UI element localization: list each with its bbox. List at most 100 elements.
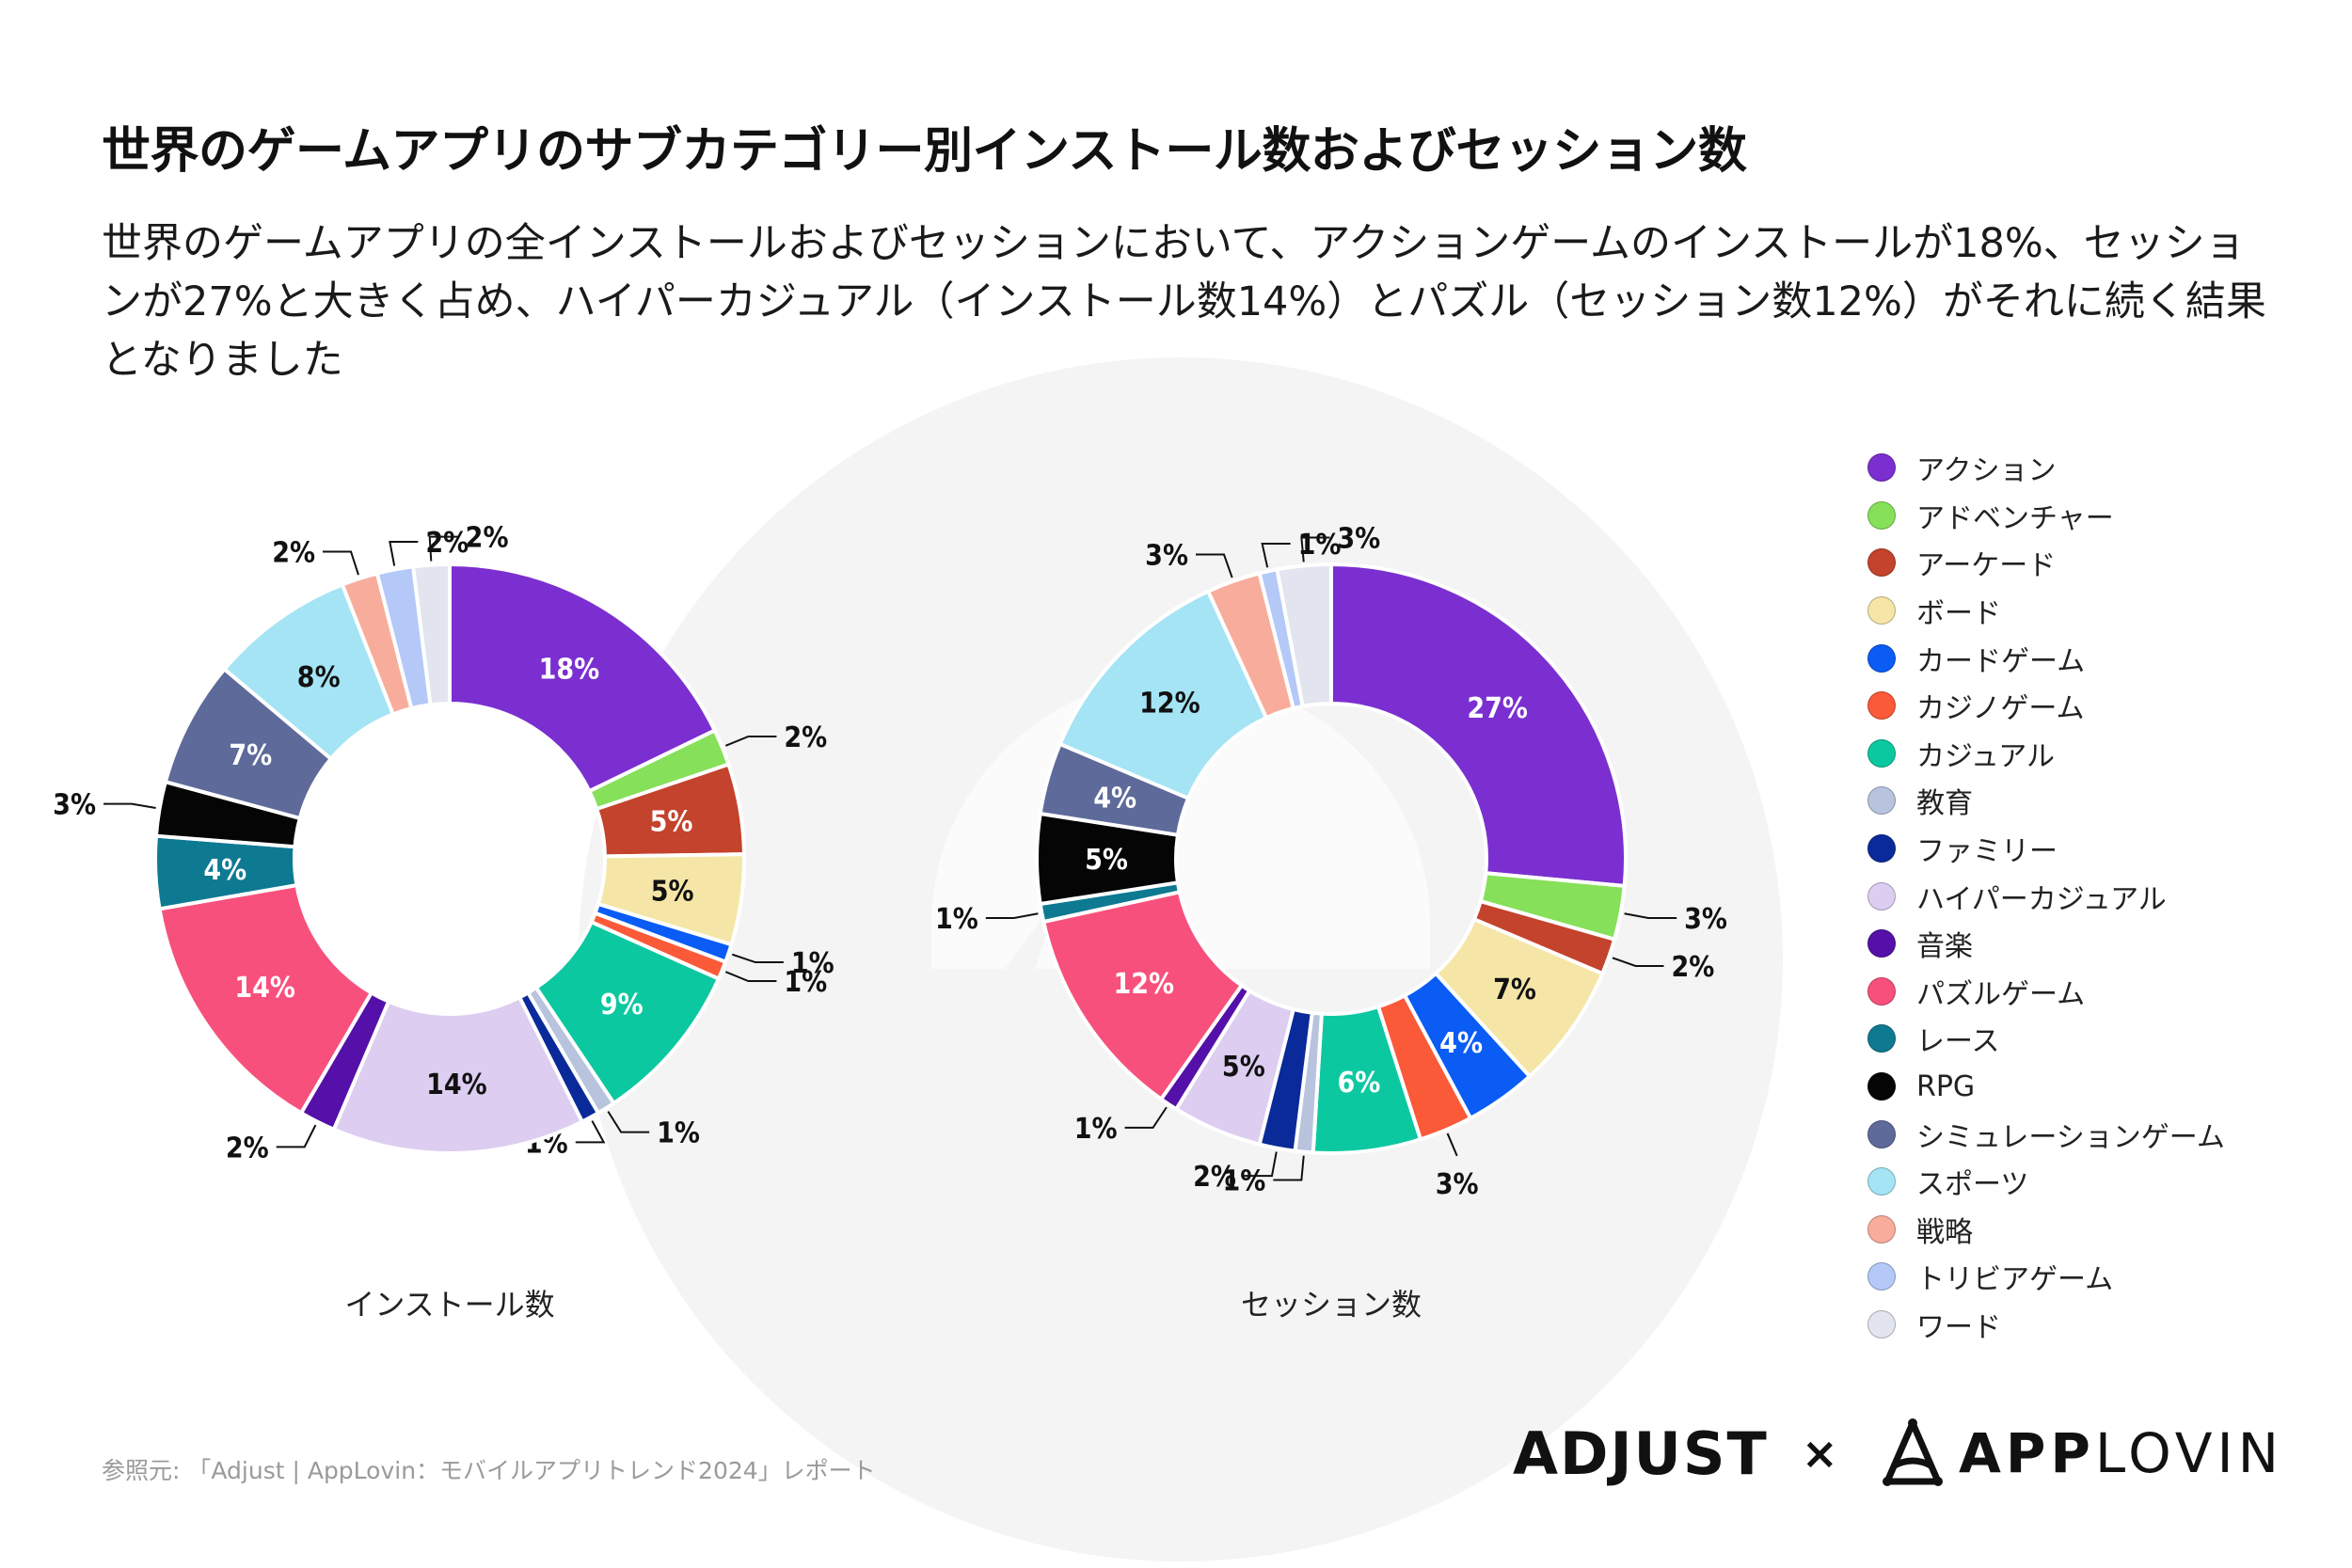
legend: アクション アドベンチャー アーケード ボード カードゲーム カジノゲーム カジ… <box>1867 444 2225 1348</box>
slice-label: 9% <box>600 989 644 1022</box>
legend-swatch <box>1867 643 1896 673</box>
leader-line <box>731 953 784 964</box>
legend-swatch <box>1867 500 1896 530</box>
slice-label: 12% <box>1113 968 1174 1001</box>
legend-label: レース <box>1916 1025 2000 1059</box>
slice-label: 5% <box>1222 1051 1265 1084</box>
legend-label: カジノゲーム <box>1916 692 2085 726</box>
slice-label: 1% <box>791 947 834 980</box>
leader-line <box>1300 536 1330 562</box>
legend-item: アーケード <box>1867 539 2225 587</box>
donut-slice <box>410 562 452 707</box>
slice-label: 2% <box>425 527 469 560</box>
slice-label: 12% <box>1139 688 1200 721</box>
legend-swatch <box>1867 1214 1896 1243</box>
leader-line <box>103 802 156 810</box>
legend-label: 教育 <box>1916 787 1973 821</box>
legend-swatch <box>1867 1262 1896 1291</box>
legend-label: ファミリー <box>1916 835 2058 869</box>
slice-label: 2% <box>272 536 315 569</box>
legend-label: 音楽 <box>1916 930 1973 964</box>
slice-label: 4% <box>1439 1027 1483 1060</box>
legend-item: ファミリー <box>1867 825 2225 873</box>
legend-item: ワード <box>1867 1301 2225 1349</box>
slice-label: 3% <box>1145 539 1188 572</box>
adjust-logo: ADJUST <box>1513 1418 1769 1488</box>
legend-item: カードゲーム <box>1867 634 2225 682</box>
legend-swatch <box>1867 1119 1896 1148</box>
slice-label: 5% <box>650 805 693 838</box>
applovin-icon <box>1883 1418 1943 1486</box>
legend-item: シミュレーションゲーム <box>1867 1110 2225 1158</box>
legend-label: シミュレーションゲーム <box>1916 1120 2225 1154</box>
slice-label: 27% <box>1467 692 1528 725</box>
legend-swatch <box>1867 976 1896 1006</box>
legend-item: レース <box>1867 1015 2225 1063</box>
installs-donut: 18%2%5%5%1%1%9%1%1%14%2%14%4%3%7%8%2% 2%2… <box>53 522 834 1165</box>
chart-subtitle: 世界のゲームアプリの全インストールおよびセッションにおいて、アクションゲームのイ… <box>102 220 2266 384</box>
slice-label: 8% <box>297 661 341 694</box>
leader-line <box>1446 1132 1458 1157</box>
legend-item: トリビアゲーム <box>1867 1253 2225 1301</box>
legend-label: カードゲーム <box>1916 644 2086 678</box>
leader-line <box>607 1111 650 1133</box>
legend-label: アーケード <box>1916 549 2057 583</box>
slice-label: 14% <box>234 972 295 1005</box>
legend-item: カジノゲーム <box>1867 682 2225 730</box>
legend-swatch <box>1867 834 1896 863</box>
legend-label: ワード <box>1916 1310 2001 1344</box>
slice-label: 2% <box>226 1132 269 1164</box>
leader-line <box>323 550 359 576</box>
chart-title: 世界のゲームアプリのサブカテゴリー別インストール数およびセッション数 <box>102 123 1747 180</box>
legend-swatch <box>1867 1072 1896 1101</box>
legend-swatch <box>1867 548 1896 578</box>
slice-label: 18% <box>539 653 600 686</box>
legend-label: アドベンチャー <box>1916 501 2114 535</box>
legend-swatch <box>1867 1024 1896 1053</box>
legend-swatch <box>1867 1167 1896 1196</box>
legend-label: RPG <box>1916 1069 1976 1103</box>
legend-item: 教育 <box>1867 777 2225 825</box>
leader-line <box>985 912 1039 920</box>
leader-line <box>575 1120 606 1144</box>
legend-swatch <box>1867 738 1896 768</box>
slice-label: 2% <box>1672 951 1715 984</box>
leader-line <box>1243 1151 1278 1178</box>
leader-line <box>389 540 419 566</box>
donut-slice <box>448 562 718 794</box>
legend-swatch <box>1867 453 1896 483</box>
donut-slice <box>331 994 585 1155</box>
legend-label: パズルゲーム <box>1916 977 2086 1011</box>
slice-label: 1% <box>784 966 827 999</box>
slice-label: 14% <box>426 1069 487 1101</box>
applovin-app-text: APP <box>1959 1421 2095 1485</box>
slice-label: 2% <box>466 522 509 555</box>
leader-line <box>1624 912 1677 920</box>
leader-line <box>1612 957 1664 967</box>
legend-swatch <box>1867 596 1896 626</box>
legend-item: 戦略 <box>1867 1206 2225 1254</box>
leader-line <box>724 735 777 747</box>
legend-swatch <box>1867 1309 1896 1338</box>
legend-swatch <box>1867 691 1896 721</box>
legend-item: アドベンチャー <box>1867 492 2225 540</box>
slice-label: 2% <box>784 721 827 754</box>
legend-swatch <box>1867 786 1896 816</box>
slice-label: 3% <box>1684 903 1727 936</box>
legend-item: スポーツ <box>1867 1158 2225 1206</box>
slice-label: 3% <box>1337 522 1380 555</box>
leader-line <box>1273 1155 1305 1181</box>
legend-label: アクション <box>1916 454 2057 488</box>
leader-line <box>428 535 458 562</box>
legend-item: RPG <box>1867 1063 2225 1111</box>
slice-label: 1% <box>1074 1113 1118 1146</box>
legend-label: トリビアゲーム <box>1916 1263 2114 1297</box>
slice-label: 7% <box>1493 974 1536 1006</box>
donut-slice <box>1329 562 1628 889</box>
legend-label: カジュアル <box>1916 739 2055 773</box>
legend-swatch <box>1867 881 1896 911</box>
legend-label: ボード <box>1916 597 2001 631</box>
applovin-logo: APPLOVIN <box>1882 1416 2283 1491</box>
legend-item: ハイパーカジュアル <box>1867 872 2225 920</box>
